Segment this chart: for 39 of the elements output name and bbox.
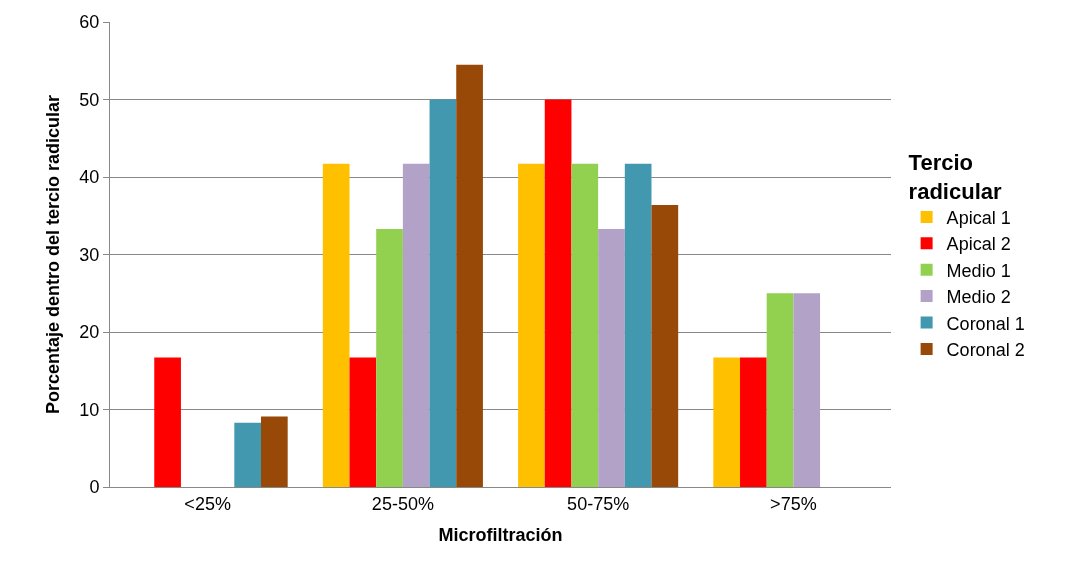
- bar: [598, 228, 625, 487]
- legend-label: Apical 2: [946, 234, 1011, 255]
- bar: [624, 163, 652, 487]
- y-tick-label: 30: [79, 244, 100, 265]
- x-tick-label: 25-50%: [371, 493, 434, 514]
- bar: [234, 422, 261, 487]
- x-tick-label: >75%: [770, 493, 817, 514]
- legend-label: Coronal 2: [946, 339, 1025, 360]
- bar: [740, 357, 767, 487]
- legend-title: Tercio radicular: [908, 150, 1002, 204]
- legend-label: Medio 2: [946, 287, 1011, 308]
- bar: [544, 99, 572, 487]
- y-tick-label: 40: [79, 167, 100, 188]
- x-tick-label: 50-75%: [567, 493, 630, 514]
- x-axis-title: Microfiltración: [438, 524, 563, 545]
- bar: [429, 99, 457, 487]
- legend-label: Apical 1: [946, 207, 1011, 228]
- x-tick-label: <25%: [184, 493, 231, 514]
- bar: [376, 228, 403, 487]
- bar: [571, 163, 599, 487]
- y-tick-label: 50: [79, 89, 100, 110]
- bar: [766, 293, 794, 487]
- legend-label: Coronal 1: [946, 313, 1025, 334]
- y-tick-label: 0: [89, 477, 100, 498]
- bar: [349, 357, 377, 487]
- y-tick-label: 60: [79, 12, 100, 33]
- legend-label: Medio 1: [946, 260, 1011, 281]
- y-tick-label: 10: [79, 399, 100, 420]
- bar: [260, 416, 288, 487]
- bar: [456, 64, 483, 487]
- bar: [713, 357, 741, 487]
- bar: [322, 163, 350, 487]
- bar: [651, 204, 679, 487]
- bar: [402, 163, 430, 487]
- y-tick-label: 20: [79, 322, 100, 343]
- bar: [518, 163, 545, 487]
- bar: [793, 293, 821, 487]
- y-axis-title: Porcentaje dentro del tercio radicular: [42, 94, 63, 415]
- bar: [154, 357, 181, 487]
